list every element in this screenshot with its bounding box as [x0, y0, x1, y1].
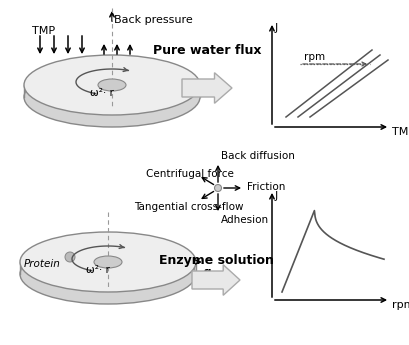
Ellipse shape	[20, 232, 196, 292]
Text: Centrifugal force: Centrifugal force	[146, 169, 234, 179]
Text: J: J	[275, 23, 278, 33]
Text: Adhesion: Adhesion	[221, 215, 269, 225]
Text: ω²· r: ω²· r	[90, 88, 114, 98]
Text: Tangential cross-flow: Tangential cross-flow	[135, 202, 244, 212]
Text: TMP: TMP	[392, 127, 409, 137]
Text: Back diffusion: Back diffusion	[221, 151, 295, 161]
Ellipse shape	[94, 256, 122, 268]
Text: TMP: TMP	[32, 26, 55, 36]
Ellipse shape	[98, 79, 126, 91]
Text: Pure water flux: Pure water flux	[153, 44, 261, 57]
Text: Back pressure: Back pressure	[114, 15, 193, 25]
Text: ω²· r: ω²· r	[86, 265, 110, 275]
Ellipse shape	[20, 244, 196, 304]
Circle shape	[214, 185, 222, 191]
Text: rpm: rpm	[304, 52, 325, 62]
Ellipse shape	[24, 55, 200, 115]
Polygon shape	[20, 262, 21, 274]
Polygon shape	[24, 85, 25, 97]
Text: J: J	[275, 191, 278, 201]
Text: Protein: Protein	[24, 259, 61, 269]
Circle shape	[65, 252, 75, 262]
Polygon shape	[195, 262, 196, 274]
Text: Friction: Friction	[247, 182, 285, 192]
Polygon shape	[199, 85, 200, 97]
FancyArrow shape	[192, 265, 240, 295]
FancyArrow shape	[182, 73, 232, 103]
Text: Enzyme solution
flux: Enzyme solution flux	[159, 254, 274, 282]
Ellipse shape	[24, 67, 200, 127]
Text: rpm: rpm	[392, 300, 409, 310]
